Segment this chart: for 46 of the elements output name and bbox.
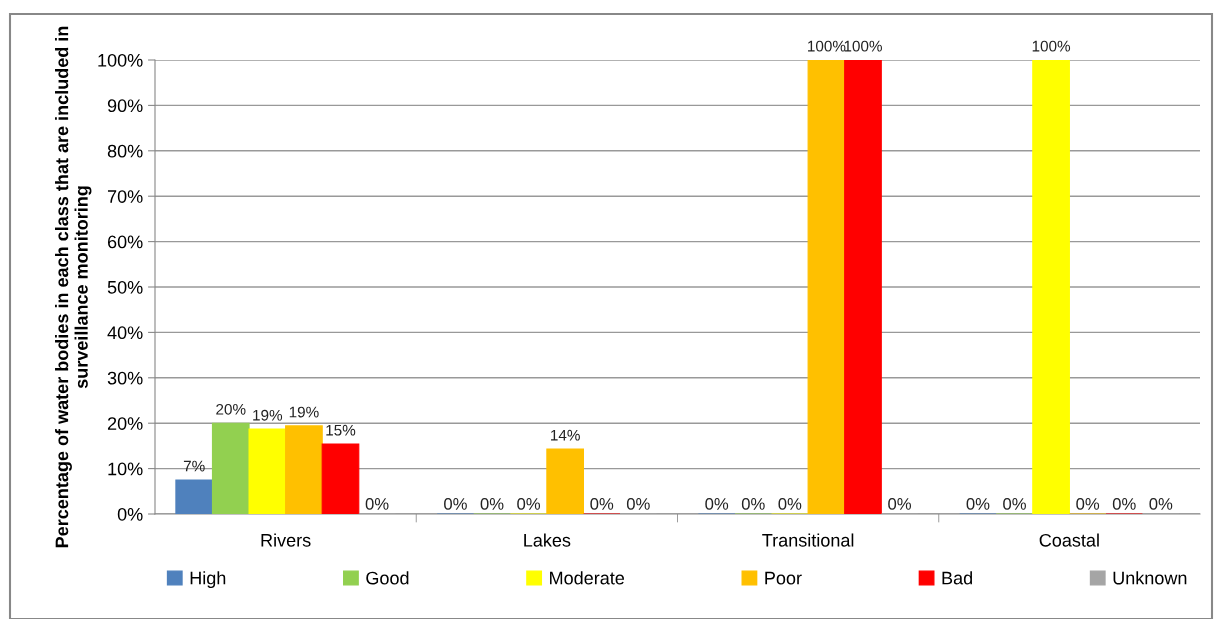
y-tick-label: 50% [107,280,143,294]
data-label: 19% [289,406,319,418]
y-tick-label: 0% [117,507,143,521]
y-tick-label: 60% [107,235,143,249]
data-label: 0% [365,498,389,510]
x-tick-label: Coastal [1039,533,1099,547]
data-label: 15% [326,424,356,436]
y-tick-label: 100% [98,53,143,67]
data-label: 7% [183,460,205,472]
y-tick-label: 80% [107,144,143,158]
x-tick-label: Rivers [261,533,311,547]
y-tick-label: 70% [107,190,143,203]
data-label: 20% [216,403,246,415]
y-axis-title: Percentage of water bodies in each class that are included in surveillance monitoring [55,26,92,548]
x-tick-label: Transitional [762,533,854,547]
legend-label: High [190,571,226,589]
data-label: 19% [253,409,283,421]
data-label: 0% [590,498,614,510]
legend-label: Moderate [550,571,625,585]
y-tick-label: 90% [107,99,143,113]
y-tick-label: 20% [107,417,143,430]
data-label: 0% [480,498,504,510]
data-label: 0% [444,498,467,510]
y-tick-label: 30% [107,371,143,385]
data-label: 0% [1112,498,1136,510]
data-label: 0% [888,498,912,510]
y-tick-label: 40% [107,326,143,340]
data-label: 0% [626,498,650,510]
data-label: 0% [1149,498,1173,510]
legend-label: Unknown [1113,571,1187,585]
data-label: 0% [1076,498,1100,510]
data-label: 0% [966,498,990,510]
data-label: 0% [517,498,541,510]
data-label: 100% [844,40,882,52]
data-label: 0% [705,498,729,510]
data-label: 0% [1003,498,1026,510]
legend-label: Good [366,571,409,585]
x-tick-label: Lakes [524,533,571,547]
y-tick-label: 10% [108,462,143,476]
data-label: 14% [551,429,580,441]
data-label: 100% [808,40,846,52]
data-label: 100% [1032,40,1071,52]
legend-label: Bad [942,571,972,585]
data-label: 0% [741,498,765,510]
data-label: 0% [778,498,802,510]
legend-label: Poor [765,571,802,585]
